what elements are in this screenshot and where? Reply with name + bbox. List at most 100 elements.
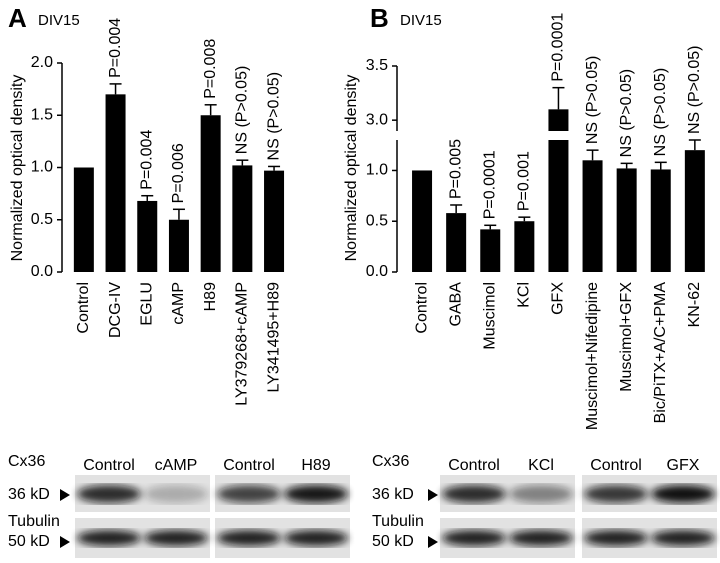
panel-label: A [8, 3, 27, 33]
x-tick-label: KCl [516, 282, 533, 308]
blot-size: 50 kD [8, 533, 50, 550]
y-tick-label: 3.5 [366, 57, 388, 74]
y-tick-label: 2.0 [31, 54, 53, 71]
annotation: NS (P>0.05) [618, 69, 635, 157]
bar [650, 169, 671, 272]
x-tick-label: H89 [202, 282, 219, 311]
blot-band [509, 485, 573, 503]
bar [480, 229, 501, 272]
x-tick-label: Bic/PiTX+A/C+PMA [652, 282, 669, 424]
annotation: P=0.005 [447, 139, 464, 199]
subtitle: DIV15 [38, 12, 80, 29]
bar [73, 167, 94, 272]
blot-band [584, 485, 648, 503]
bar [412, 170, 433, 272]
blot-band [584, 530, 648, 546]
y-tick-label: 0.0 [31, 263, 53, 280]
bar [232, 165, 253, 272]
annotation: NS (P>0.05) [652, 68, 669, 156]
y-tick-label: 1.5 [31, 106, 53, 123]
blot-protein: Tubulin [372, 513, 424, 530]
y-axis-label: Normalized optical density [343, 75, 360, 262]
x-tick-label: Muscimol+GFX [618, 282, 635, 392]
blot-band [77, 485, 141, 503]
blot-arrow [60, 489, 70, 501]
bar [200, 115, 221, 272]
blot-band [442, 530, 506, 546]
annotation: P=0.008 [202, 39, 219, 99]
bar [548, 109, 569, 272]
blot-band [284, 530, 348, 546]
blot-lane-label: KCl [528, 457, 554, 474]
annotation: P=0.001 [516, 151, 533, 211]
annotation: P=0.006 [170, 143, 187, 203]
blot-band [651, 530, 715, 546]
axis-break-gap [546, 131, 571, 140]
blot-arrow [60, 536, 70, 548]
x-tick-label: cAMP [170, 282, 187, 325]
subtitle: DIV15 [400, 12, 442, 29]
blot-band [217, 485, 281, 503]
x-tick-label: LY379268+cAMP [234, 282, 251, 406]
bar [264, 170, 285, 272]
blot-band [77, 530, 141, 546]
x-tick-label: GFX [550, 282, 567, 315]
y-tick-label: 0.0 [366, 263, 388, 280]
annotation: NS (P>0.05) [234, 66, 251, 154]
blot-lane-label: Control [448, 457, 500, 474]
annotation: P=0.0001 [481, 150, 498, 219]
blot-size: 36 kD [8, 486, 50, 503]
x-tick-label: Control [75, 282, 92, 334]
blot-protein: Cx36 [8, 453, 45, 470]
y-tick-label: 3.0 [366, 111, 388, 128]
annotation: P=0.004 [107, 18, 124, 78]
x-tick-label: LY341495+H89 [265, 282, 282, 393]
blot-band [509, 530, 573, 546]
blot-size: 50 kD [372, 533, 414, 550]
blot-band [144, 530, 208, 546]
y-axis-label: Normalized optical density [9, 75, 26, 262]
bar [137, 200, 158, 272]
x-tick-label: Muscimol [481, 282, 498, 350]
blot-band [651, 485, 715, 503]
blot-protein: Tubulin [8, 513, 60, 530]
annotation: P=0.004 [138, 130, 155, 190]
blot-lane-label: GFX [667, 457, 700, 474]
x-tick-label: EGLU [138, 282, 155, 326]
blot-band [284, 485, 348, 503]
bar [684, 150, 705, 272]
annotation: NS (P>0.05) [686, 46, 703, 134]
y-tick-label: 0.5 [31, 211, 53, 228]
blot-lane-label: Control [223, 457, 275, 474]
annotation: P=0.0001 [550, 13, 567, 82]
panel-label: B [370, 3, 389, 33]
blot-size: 36 kD [372, 486, 414, 503]
blot-band [144, 485, 208, 503]
y-tick-label: 1.0 [31, 159, 53, 176]
bar [105, 94, 126, 272]
bar [446, 213, 467, 272]
y-tick-label: 1.0 [366, 162, 388, 179]
blot-lane-label: Control [590, 457, 642, 474]
y-tick-label: 0.5 [366, 212, 388, 229]
blot-band [442, 485, 506, 503]
bar [514, 221, 535, 272]
blot-lane-label: H89 [301, 457, 330, 474]
blot-band [217, 530, 281, 546]
x-tick-label: DCG-IV [107, 282, 124, 338]
x-tick-label: KN-62 [686, 282, 703, 327]
x-tick-label: GABA [447, 282, 464, 327]
blot-arrow [428, 536, 438, 548]
bar [582, 160, 603, 272]
blot-protein: Cx36 [372, 453, 409, 470]
blot-lane-label: Control [83, 457, 135, 474]
annotation: NS (P>0.05) [584, 56, 601, 144]
x-tick-label: Control [413, 282, 430, 334]
annotation: NS (P>0.05) [265, 72, 282, 160]
bar [168, 219, 189, 272]
bar [616, 168, 637, 272]
x-tick-label: Muscimol+Nifedipine [584, 282, 601, 430]
blot-arrow [428, 489, 438, 501]
blot-lane-label: cAMP [155, 457, 198, 474]
